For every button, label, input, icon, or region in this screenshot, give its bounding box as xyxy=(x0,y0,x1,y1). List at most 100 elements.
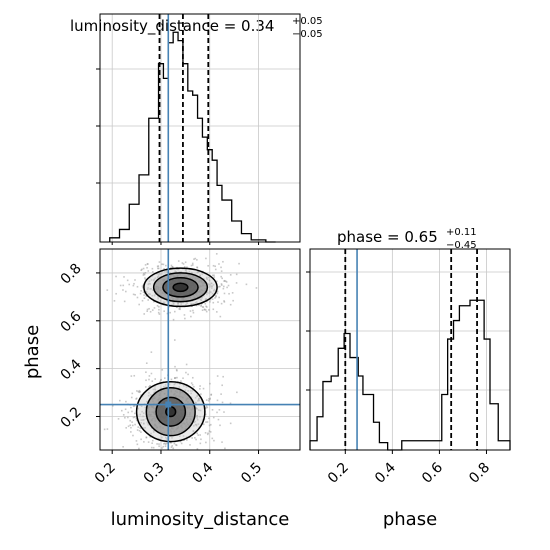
sample-point xyxy=(144,426,147,429)
sample-point xyxy=(238,262,240,265)
sample-point xyxy=(184,389,187,392)
sample-point xyxy=(131,410,133,413)
sample-point xyxy=(133,374,136,377)
sample-point xyxy=(204,432,207,434)
sample-point xyxy=(164,442,166,445)
sample-point xyxy=(158,445,160,448)
sample-point xyxy=(163,270,166,273)
sample-point xyxy=(186,266,188,268)
sample-point xyxy=(194,420,197,423)
sample-point xyxy=(174,382,177,385)
sample-point xyxy=(206,421,209,423)
histogram-step xyxy=(309,299,511,451)
sample-point xyxy=(190,315,192,318)
sample-point xyxy=(223,300,225,302)
sample-point xyxy=(152,388,155,391)
sample-point xyxy=(220,284,223,286)
sample-point xyxy=(229,274,232,276)
sample-point xyxy=(159,381,161,383)
sample-point xyxy=(196,418,199,421)
sample-point xyxy=(149,293,151,295)
sample-point xyxy=(231,292,234,294)
sample-point xyxy=(176,376,178,379)
sample-point xyxy=(175,369,178,371)
joint-density-panel xyxy=(99,248,301,451)
ylabel-phase: phase xyxy=(22,325,43,379)
sample-point xyxy=(156,443,158,445)
sample-point xyxy=(145,436,148,439)
sample-point xyxy=(136,296,139,299)
sample-point xyxy=(145,291,148,293)
sample-point xyxy=(170,378,173,381)
sample-point xyxy=(156,276,159,278)
sample-point xyxy=(172,318,175,321)
sample-point xyxy=(213,276,216,278)
sample-point xyxy=(149,385,151,387)
sample-point xyxy=(215,294,217,297)
sample-point xyxy=(145,295,148,298)
sample-point xyxy=(163,377,166,379)
sample-point xyxy=(134,412,136,415)
sample-point xyxy=(142,427,145,429)
sample-point xyxy=(191,262,194,265)
sample-point xyxy=(182,377,184,380)
sample-point xyxy=(215,280,218,283)
density-contour xyxy=(143,267,218,308)
sample-point xyxy=(179,306,181,309)
sample-point xyxy=(154,277,157,280)
histogram-step xyxy=(109,31,276,243)
sample-point xyxy=(173,383,176,386)
sample-point xyxy=(141,410,143,413)
sample-point xyxy=(112,404,114,407)
sample-point xyxy=(197,423,200,425)
sample-point xyxy=(135,397,138,400)
sample-point xyxy=(200,299,203,301)
xtick-label: 0.2 xyxy=(92,460,119,487)
sample-point xyxy=(211,292,214,295)
sample-point xyxy=(212,301,215,304)
sample-point xyxy=(225,281,228,283)
sample-point xyxy=(149,393,152,396)
sample-point xyxy=(147,270,150,272)
sample-point xyxy=(158,261,161,263)
density-contour xyxy=(162,276,199,298)
sample-point xyxy=(160,387,162,390)
sample-point xyxy=(190,382,193,384)
ytick-label: 0.6 xyxy=(58,308,85,335)
sample-point xyxy=(132,434,134,437)
sample-point xyxy=(141,395,144,398)
sample-point xyxy=(157,273,160,276)
sample-point xyxy=(133,416,136,418)
sample-point xyxy=(194,396,197,399)
sample-point xyxy=(209,398,211,401)
sample-point xyxy=(217,301,219,303)
sample-point xyxy=(220,266,222,269)
sample-point xyxy=(140,269,143,272)
sample-point xyxy=(145,362,148,364)
sample-point xyxy=(135,417,138,420)
sample-point xyxy=(144,386,147,388)
sample-point xyxy=(205,305,207,308)
sample-point xyxy=(222,375,224,378)
sample-point xyxy=(206,278,208,281)
sample-point xyxy=(195,304,198,307)
sample-point xyxy=(207,283,210,286)
sample-point xyxy=(147,283,150,286)
sample-point xyxy=(208,398,210,400)
density-contour xyxy=(145,387,196,437)
sample-point xyxy=(143,441,145,443)
sample-point xyxy=(151,275,154,278)
sample-point xyxy=(103,428,106,431)
sample-point xyxy=(147,286,149,289)
sample-point xyxy=(202,387,205,390)
sample-point xyxy=(198,399,201,402)
sample-point xyxy=(194,436,196,439)
sample-point xyxy=(172,302,175,305)
sample-point xyxy=(169,441,172,444)
sample-point xyxy=(140,405,143,408)
sample-point xyxy=(216,399,219,402)
sample-point xyxy=(168,383,171,386)
sample-point xyxy=(182,301,184,304)
sample-point xyxy=(154,293,157,296)
